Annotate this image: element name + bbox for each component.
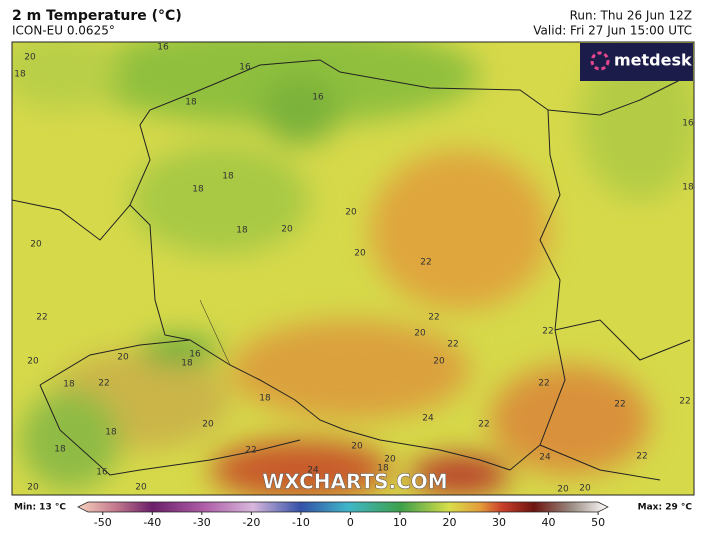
contour-label: 20 bbox=[117, 353, 129, 363]
max-label: Max: 29 °C bbox=[638, 503, 693, 513]
map bbox=[12, 42, 694, 495]
contour-label: 20 bbox=[557, 485, 569, 495]
min-label: Min: 13 °C bbox=[14, 503, 66, 513]
colorbar-tick-label: 30 bbox=[492, 516, 506, 529]
contour-label: 20 bbox=[30, 240, 42, 250]
contour-label: 16 bbox=[96, 468, 108, 478]
contour-label: 20 bbox=[345, 208, 357, 218]
colorbar-tick-label: -20 bbox=[242, 516, 260, 529]
contour-label: 24 bbox=[307, 466, 319, 476]
colorbar-tick-label: -40 bbox=[143, 516, 161, 529]
contour-label: 20 bbox=[433, 357, 445, 367]
contour-label: 22 bbox=[428, 313, 439, 323]
contour-label: 22 bbox=[98, 379, 109, 389]
contour-label: 20 bbox=[24, 53, 36, 63]
title: 2 m Temperature (°C) bbox=[12, 8, 182, 24]
colorbar-tick-label: -30 bbox=[193, 516, 211, 529]
colorbar-tick-label: 40 bbox=[542, 516, 556, 529]
contour-label: 16 bbox=[157, 43, 169, 53]
watermark: WXCHARTS.COM bbox=[262, 470, 447, 494]
contour-label: 20 bbox=[414, 329, 426, 339]
contour-label: 22 bbox=[447, 340, 458, 350]
contour-label: 20 bbox=[354, 249, 366, 259]
valid: Valid: Fri 27 Jun 15:00 UTC bbox=[533, 24, 692, 38]
contour-label: 22 bbox=[542, 327, 553, 337]
contour-label: 18 bbox=[181, 359, 193, 369]
contour-label: 20 bbox=[281, 225, 293, 235]
model: ICON-EU 0.0625° bbox=[12, 24, 115, 38]
run: Run: Thu 26 Jun 12Z bbox=[570, 9, 692, 23]
brand: metdesk bbox=[614, 51, 692, 70]
logo-icon bbox=[590, 51, 610, 71]
contour-label: 18 bbox=[377, 464, 389, 474]
contour-label: 18 bbox=[192, 185, 204, 195]
contour-label: 22 bbox=[245, 446, 256, 456]
contour-label: 20 bbox=[202, 420, 214, 430]
contour-label: 18 bbox=[14, 70, 26, 80]
contour-label: 16 bbox=[189, 350, 201, 360]
logo-box bbox=[580, 43, 693, 81]
colorbar-tick-label: 20 bbox=[442, 516, 456, 529]
contour-label: 22 bbox=[420, 258, 431, 268]
contour-label: 20 bbox=[579, 484, 591, 494]
contour-label: 16 bbox=[312, 93, 324, 103]
contour-label: 22 bbox=[538, 379, 549, 389]
contour-label: 18 bbox=[259, 394, 271, 404]
contour-label: 22 bbox=[36, 313, 47, 323]
contour-label: 16 bbox=[682, 119, 694, 129]
colorbar-tick-label: 0 bbox=[347, 516, 354, 529]
contour-label: 18 bbox=[222, 172, 234, 182]
contour-label: 18 bbox=[54, 445, 66, 455]
contour-label: 18 bbox=[236, 226, 248, 236]
contour-label: 20 bbox=[27, 483, 39, 493]
colorbar-tick-label: -50 bbox=[94, 516, 112, 529]
contour-label: 24 bbox=[422, 414, 434, 424]
colorbar-tick-label: -10 bbox=[292, 516, 310, 529]
contour-label: 20 bbox=[135, 483, 147, 493]
contour-label: 22 bbox=[636, 452, 647, 462]
contour-label: 20 bbox=[27, 357, 39, 367]
colorbar-tick-label: 10 bbox=[393, 516, 407, 529]
map-frame bbox=[11, 41, 695, 496]
contour-label: 20 bbox=[384, 455, 396, 465]
contour-label: 18 bbox=[105, 428, 117, 438]
contour-label: 20 bbox=[351, 442, 363, 452]
contour-label: 22 bbox=[679, 397, 690, 407]
contour-label: 18 bbox=[63, 380, 75, 390]
contour-label: 22 bbox=[478, 420, 489, 430]
contour-label: 16 bbox=[239, 63, 251, 73]
contour-label: 18 bbox=[185, 98, 197, 108]
contour-label: 22 bbox=[614, 400, 625, 410]
contour-label: 24 bbox=[539, 453, 551, 463]
colorbar bbox=[77, 501, 609, 513]
contour-label: 18 bbox=[682, 183, 694, 193]
colorbar-tick-label: 50 bbox=[591, 516, 605, 529]
